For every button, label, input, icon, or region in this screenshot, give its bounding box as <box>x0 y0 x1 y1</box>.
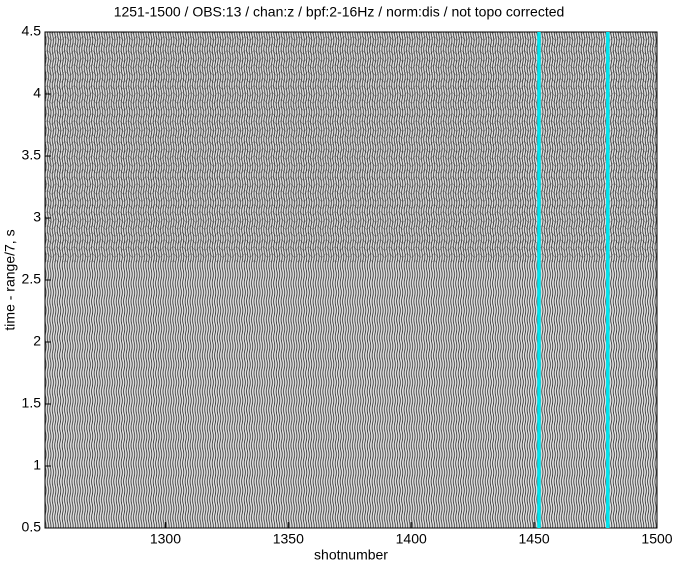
y-tick-label: 2 <box>33 333 41 349</box>
x-tick-label: 1450 <box>519 531 550 547</box>
chart-title: 1251-1500 / OBS:13 / chan:z / bpf:2-16Hz… <box>114 4 565 20</box>
x-tick-label: 1400 <box>396 531 427 547</box>
y-tick-label: 1.5 <box>22 395 42 411</box>
y-tick-label: 2.5 <box>22 271 42 287</box>
y-tick-label: 3 <box>33 209 41 225</box>
trace-texture <box>45 32 657 528</box>
y-tick-label: 0.5 <box>22 519 42 535</box>
x-axis-label: shotnumber <box>314 547 388 563</box>
x-tick-label: 1300 <box>150 531 181 547</box>
x-tick-label: 1350 <box>273 531 304 547</box>
y-tick-label: 3.5 <box>22 147 42 163</box>
y-axis-label: time - range/7, s <box>2 229 18 330</box>
y-tick-label: 4 <box>33 85 41 101</box>
x-tick-label: 1500 <box>641 531 672 547</box>
y-tick-label: 1 <box>33 457 41 473</box>
y-tick-label: 4.5 <box>22 23 42 39</box>
